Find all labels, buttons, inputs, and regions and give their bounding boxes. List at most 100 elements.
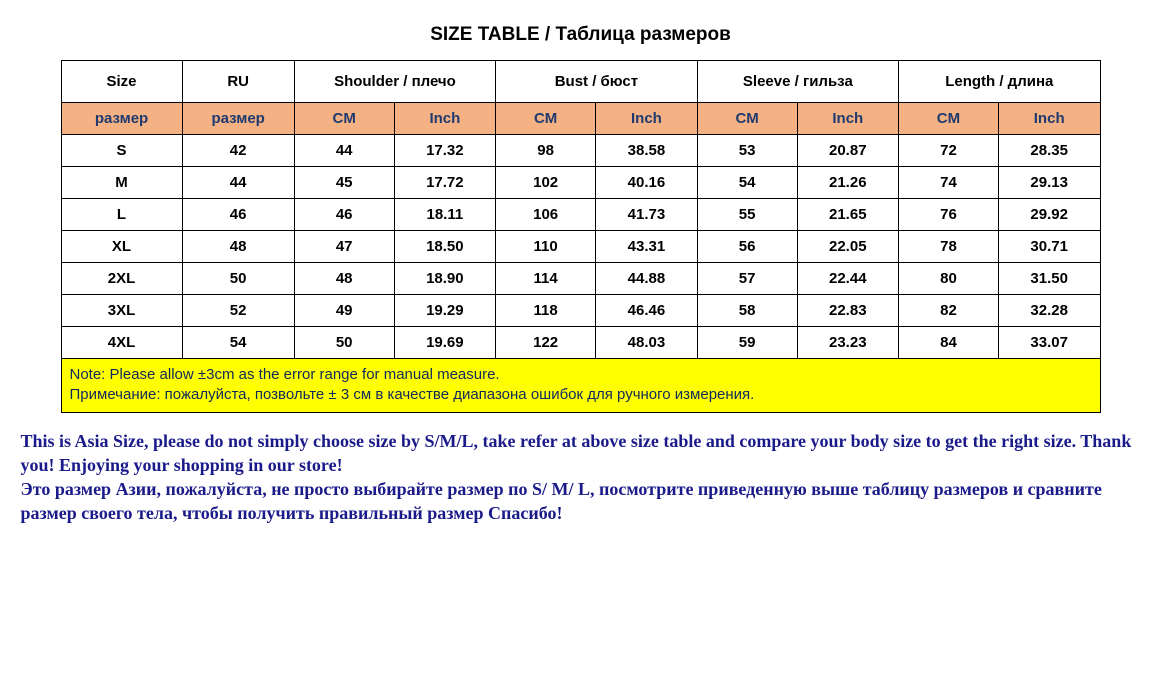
cell-bust-in: 41.73	[596, 199, 698, 231]
table-row: 3XL524919.2911846.465822.838232.28	[61, 295, 1100, 327]
unit-bust-cm: CM	[496, 103, 596, 135]
cell-ru: 54	[182, 327, 294, 359]
header-sleeve: Sleeve / гильза	[697, 61, 898, 103]
cell-ru: 48	[182, 231, 294, 263]
cell-ru: 52	[182, 295, 294, 327]
unit-shoulder-cm: CM	[294, 103, 394, 135]
cell-sleeve-in: 21.65	[797, 199, 899, 231]
cell-bust-cm: 98	[496, 135, 596, 167]
unit-length-cm: CM	[899, 103, 999, 135]
unit-bust-inch: Inch	[596, 103, 698, 135]
cell-ru: 46	[182, 199, 294, 231]
cell-ru: 42	[182, 135, 294, 167]
cell-size: 2XL	[61, 263, 182, 295]
cell-length-in: 29.92	[998, 199, 1100, 231]
note-line2: Примечание: пожалуйста, позвольте ± 3 см…	[70, 386, 755, 403]
cell-size: 3XL	[61, 295, 182, 327]
cell-size: 4XL	[61, 327, 182, 359]
cell-bust-cm: 110	[496, 231, 596, 263]
footer-line1: This is Asia Size, please do not simply …	[21, 431, 1132, 475]
cell-length-in: 29.13	[998, 167, 1100, 199]
table-row: S424417.329838.585320.877228.35	[61, 135, 1100, 167]
cell-bust-cm: 122	[496, 327, 596, 359]
cell-size: M	[61, 167, 182, 199]
cell-shoulder-in: 19.29	[394, 295, 496, 327]
cell-shoulder-cm: 44	[294, 135, 394, 167]
cell-ru: 50	[182, 263, 294, 295]
header-row: Size RU Shoulder / плечо Bust / бюст Sle…	[61, 61, 1100, 103]
note-line1: Note: Please allow ±3cm as the error ran…	[70, 366, 500, 383]
cell-length-in: 28.35	[998, 135, 1100, 167]
cell-size: L	[61, 199, 182, 231]
cell-length-cm: 84	[899, 327, 999, 359]
table-title: SIZE TABLE / Таблица размеров	[61, 10, 1100, 61]
cell-shoulder-cm: 47	[294, 231, 394, 263]
cell-bust-cm: 102	[496, 167, 596, 199]
cell-shoulder-in: 18.90	[394, 263, 496, 295]
cell-length-in: 33.07	[998, 327, 1100, 359]
cell-sleeve-in: 22.83	[797, 295, 899, 327]
size-table: SIZE TABLE / Таблица размеров Size RU Sh…	[61, 10, 1101, 413]
cell-bust-in: 48.03	[596, 327, 698, 359]
cell-bust-in: 44.88	[596, 263, 698, 295]
cell-shoulder-in: 18.11	[394, 199, 496, 231]
cell-sleeve-in: 22.05	[797, 231, 899, 263]
cell-length-in: 30.71	[998, 231, 1100, 263]
table-row: XL484718.5011043.315622.057830.71	[61, 231, 1100, 263]
cell-ru: 44	[182, 167, 294, 199]
cell-bust-in: 38.58	[596, 135, 698, 167]
cell-sleeve-in: 23.23	[797, 327, 899, 359]
unit-row: размер размер CM Inch CM Inch CM Inch CM…	[61, 103, 1100, 135]
header-bust: Bust / бюст	[496, 61, 698, 103]
table-row: 2XL504818.9011444.885722.448031.50	[61, 263, 1100, 295]
cell-shoulder-cm: 46	[294, 199, 394, 231]
unit-size: размер	[61, 103, 182, 135]
cell-sleeve-cm: 54	[697, 167, 797, 199]
cell-sleeve-cm: 58	[697, 295, 797, 327]
table-row: 4XL545019.6912248.035923.238433.07	[61, 327, 1100, 359]
header-size: Size	[61, 61, 182, 103]
cell-length-in: 31.50	[998, 263, 1100, 295]
cell-length-cm: 76	[899, 199, 999, 231]
note-cell: Note: Please allow ±3cm as the error ran…	[61, 359, 1100, 413]
cell-size: S	[61, 135, 182, 167]
header-shoulder: Shoulder / плечо	[294, 61, 495, 103]
table-row: M444517.7210240.165421.267429.13	[61, 167, 1100, 199]
cell-sleeve-in: 21.26	[797, 167, 899, 199]
cell-sleeve-in: 20.87	[797, 135, 899, 167]
table-row: L464618.1110641.735521.657629.92	[61, 199, 1100, 231]
cell-shoulder-cm: 48	[294, 263, 394, 295]
cell-bust-cm: 118	[496, 295, 596, 327]
cell-sleeve-cm: 57	[697, 263, 797, 295]
cell-shoulder-in: 18.50	[394, 231, 496, 263]
cell-length-cm: 82	[899, 295, 999, 327]
footer-text: This is Asia Size, please do not simply …	[21, 429, 1141, 526]
cell-bust-in: 40.16	[596, 167, 698, 199]
footer-line2: Это размер Азии, пожалуйста, не просто в…	[21, 479, 1102, 523]
unit-sleeve-inch: Inch	[797, 103, 899, 135]
cell-shoulder-cm: 50	[294, 327, 394, 359]
cell-bust-cm: 114	[496, 263, 596, 295]
cell-length-cm: 74	[899, 167, 999, 199]
cell-sleeve-in: 22.44	[797, 263, 899, 295]
cell-sleeve-cm: 55	[697, 199, 797, 231]
unit-ru: размер	[182, 103, 294, 135]
cell-sleeve-cm: 59	[697, 327, 797, 359]
unit-length-inch: Inch	[998, 103, 1100, 135]
cell-bust-in: 43.31	[596, 231, 698, 263]
cell-length-cm: 72	[899, 135, 999, 167]
unit-shoulder-inch: Inch	[394, 103, 496, 135]
cell-size: XL	[61, 231, 182, 263]
title-row: SIZE TABLE / Таблица размеров	[61, 10, 1100, 61]
unit-sleeve-cm: CM	[697, 103, 797, 135]
cell-length-cm: 80	[899, 263, 999, 295]
cell-shoulder-cm: 45	[294, 167, 394, 199]
cell-sleeve-cm: 56	[697, 231, 797, 263]
cell-shoulder-in: 17.32	[394, 135, 496, 167]
cell-shoulder-in: 19.69	[394, 327, 496, 359]
header-ru: RU	[182, 61, 294, 103]
note-row: Note: Please allow ±3cm as the error ran…	[61, 359, 1100, 413]
cell-length-in: 32.28	[998, 295, 1100, 327]
cell-length-cm: 78	[899, 231, 999, 263]
cell-bust-cm: 106	[496, 199, 596, 231]
